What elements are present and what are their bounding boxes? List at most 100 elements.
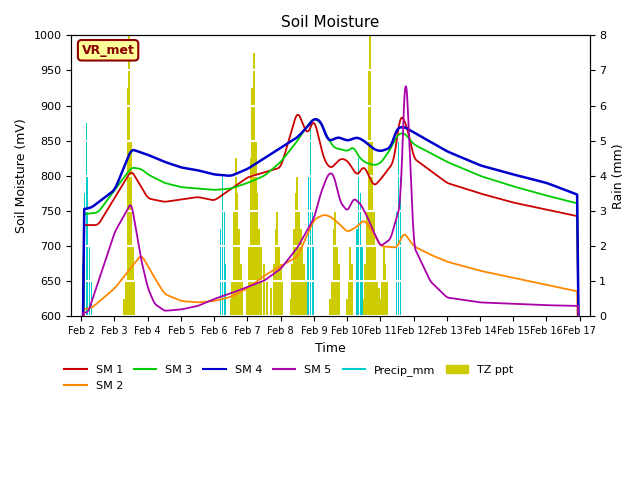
SM 5: [402, 84, 410, 89]
Bar: [356, 228, 358, 316]
Bar: [87, 176, 88, 316]
SM 1: [467, 188, 474, 193]
SM 1: [128, 170, 136, 176]
Bar: [276, 211, 278, 316]
SM 3: [476, 173, 483, 179]
SM 5: [476, 300, 483, 305]
Line: SM 3: SM 3: [81, 120, 580, 476]
SM 3: [128, 165, 136, 171]
Bar: [252, 88, 253, 316]
Bar: [275, 228, 276, 316]
SM 3: [77, 473, 85, 479]
Bar: [258, 228, 260, 316]
Bar: [266, 281, 268, 316]
SM 2: [467, 265, 474, 271]
Bar: [349, 246, 351, 316]
Bar: [380, 299, 381, 316]
Bar: [378, 288, 380, 316]
Bar: [364, 264, 366, 316]
Bar: [301, 246, 303, 316]
Bar: [386, 281, 388, 316]
Bar: [335, 211, 337, 316]
SM 4: [467, 158, 474, 164]
Bar: [241, 281, 243, 316]
Bar: [381, 281, 383, 316]
X-axis label: Time: Time: [315, 342, 346, 355]
Bar: [348, 281, 349, 316]
Bar: [269, 288, 271, 316]
Bar: [255, 141, 257, 316]
Bar: [257, 193, 259, 316]
Bar: [235, 158, 237, 316]
Bar: [230, 299, 232, 316]
Bar: [383, 246, 385, 316]
Bar: [281, 281, 284, 316]
Bar: [89, 246, 90, 316]
SM 1: [298, 117, 305, 123]
SM 3: [420, 147, 428, 153]
Bar: [236, 193, 239, 316]
Bar: [293, 228, 295, 316]
SM 1: [294, 112, 301, 118]
Bar: [369, 36, 371, 316]
Bar: [222, 176, 223, 316]
Text: VR_met: VR_met: [82, 44, 134, 57]
SM 1: [279, 157, 287, 163]
SM 1: [77, 479, 85, 480]
Bar: [289, 299, 292, 316]
Bar: [127, 88, 129, 316]
Bar: [360, 193, 361, 316]
Bar: [396, 211, 397, 316]
Bar: [223, 211, 225, 316]
Title: Soil Moisture: Soil Moisture: [281, 15, 380, 30]
Bar: [367, 71, 370, 316]
Bar: [133, 281, 136, 316]
Bar: [308, 176, 309, 316]
Bar: [246, 288, 248, 316]
Bar: [338, 264, 340, 316]
Bar: [238, 228, 240, 316]
Bar: [376, 281, 378, 316]
Y-axis label: Rain (mm): Rain (mm): [612, 143, 625, 209]
SM 3: [297, 133, 305, 139]
SM 4: [476, 162, 483, 168]
Bar: [240, 264, 242, 316]
Bar: [296, 176, 298, 316]
Bar: [232, 281, 234, 316]
SM 5: [576, 465, 584, 471]
Bar: [305, 281, 307, 316]
Bar: [130, 141, 132, 316]
Bar: [124, 299, 125, 316]
Legend: SM 1, SM 2, SM 3, SM 4, SM 5, Precip_mm, TZ ppt: SM 1, SM 2, SM 3, SM 4, SM 5, Precip_mm,…: [60, 361, 518, 395]
SM 2: [297, 246, 305, 252]
Bar: [280, 264, 282, 316]
Bar: [363, 299, 365, 316]
Bar: [374, 246, 376, 316]
Bar: [371, 141, 373, 316]
Y-axis label: Soil Moisture (mV): Soil Moisture (mV): [15, 119, 28, 233]
SM 4: [420, 135, 428, 141]
SM 5: [467, 298, 474, 304]
SM 3: [576, 423, 584, 429]
Bar: [303, 264, 305, 316]
Bar: [358, 158, 359, 316]
Line: SM 1: SM 1: [81, 115, 580, 480]
Bar: [298, 211, 300, 316]
SM 2: [128, 264, 136, 269]
Bar: [86, 123, 87, 316]
SM 3: [311, 117, 319, 122]
SM 4: [312, 116, 319, 122]
Bar: [336, 246, 338, 316]
Line: SM 2: SM 2: [81, 215, 580, 480]
SM 2: [279, 262, 287, 268]
SM 3: [279, 156, 287, 162]
SM 2: [476, 268, 483, 274]
Bar: [250, 158, 252, 316]
SM 4: [297, 131, 305, 137]
Bar: [91, 281, 92, 316]
Bar: [260, 246, 262, 316]
Bar: [132, 246, 134, 316]
Bar: [384, 264, 387, 316]
SM 5: [128, 205, 136, 211]
Bar: [366, 211, 368, 316]
